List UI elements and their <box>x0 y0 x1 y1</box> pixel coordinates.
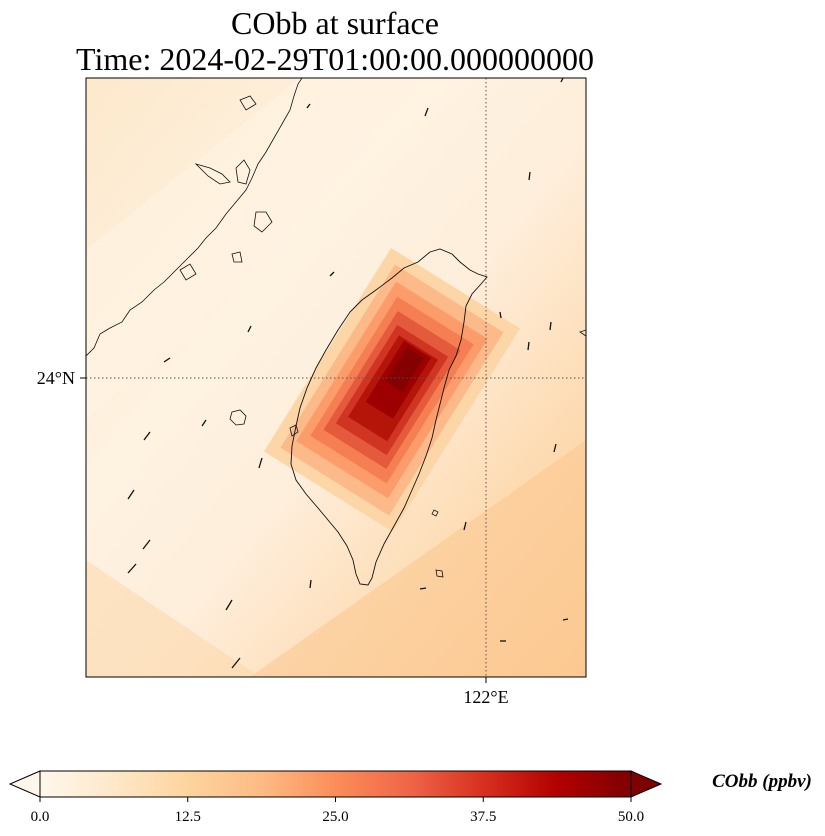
wind-arrow <box>499 311 502 319</box>
y-tick-label: 24°N <box>37 368 75 388</box>
colorbar-body <box>40 771 631 797</box>
plume <box>263 247 521 533</box>
green-island <box>431 509 439 517</box>
colorbar-extend-max <box>630 770 663 798</box>
wind-arrow <box>562 618 569 621</box>
wind-arrow <box>553 443 557 453</box>
plume-core <box>385 347 424 392</box>
colorbar-extend-min <box>8 770 41 798</box>
colorbar-tick-label: 37.5 <box>470 809 496 825</box>
wind-arrow <box>127 563 137 574</box>
coastal-island-1 <box>235 159 251 185</box>
orchid-island <box>435 569 444 578</box>
wind-arrow <box>527 341 530 351</box>
islet-1 <box>289 424 299 437</box>
concentration-sw-region <box>86 560 260 677</box>
wind-arrow <box>127 489 135 500</box>
colorbar: 0.0 12.5 25.0 37.5 50.0 CObb (ppbv) <box>8 770 812 825</box>
concentration-light-band <box>86 78 470 420</box>
islet-east <box>579 329 586 337</box>
coastal-island-2 <box>253 211 273 233</box>
coastal-island-3 <box>231 251 243 263</box>
colorbar-tick-label: 25.0 <box>322 809 348 825</box>
wind-arrow <box>225 599 233 611</box>
wind-arrow <box>309 579 312 589</box>
wind-arrow <box>231 657 241 669</box>
x-tick-label: 122°E <box>463 687 508 707</box>
coastal-island-5 <box>179 263 197 281</box>
wind-arrow <box>419 587 427 590</box>
mainland-inlet <box>194 163 231 185</box>
mainland-coastline <box>86 78 303 357</box>
wind-arrow <box>201 419 207 427</box>
chart-title: CObb at surface <box>231 5 439 41</box>
penghu-islands <box>229 409 247 426</box>
colorbar-label: CObb (ppbv) <box>712 771 812 792</box>
wind-arrow <box>306 103 311 109</box>
colorbar-tick-label: 50.0 <box>618 809 644 825</box>
colorbar-ticks: 0.0 12.5 25.0 37.5 50.0 <box>31 797 644 825</box>
wind-vectors <box>127 78 569 669</box>
coastal-island-4 <box>239 95 257 111</box>
wind-arrow <box>549 321 552 331</box>
wind-arrow <box>528 171 531 181</box>
wind-arrow <box>247 325 252 333</box>
wind-arrow <box>560 78 564 83</box>
wind-arrow <box>163 357 171 363</box>
taiwan-coastline <box>290 248 488 586</box>
colorbar-tick-label: 12.5 <box>175 809 201 825</box>
chart-subtitle: Time: 2024-02-29T01:00:00.000000000 <box>76 41 594 77</box>
wind-arrow <box>143 431 151 441</box>
wind-arrow <box>142 539 151 550</box>
colorbar-tick-label: 0.0 <box>31 809 50 825</box>
wind-arrow <box>463 521 467 531</box>
wind-arrow <box>424 107 429 117</box>
concentration-se-region <box>250 440 586 677</box>
wind-arrow <box>258 457 263 469</box>
wind-arrow <box>329 271 335 277</box>
